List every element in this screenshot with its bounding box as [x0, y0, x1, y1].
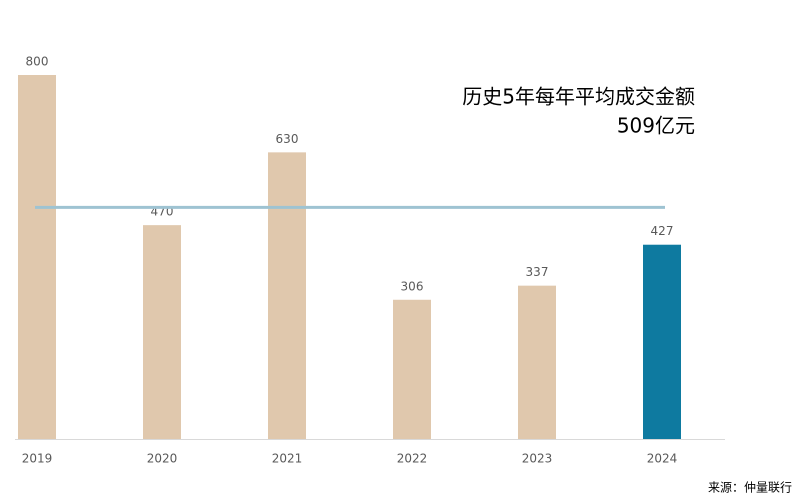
value-label: 630 — [276, 132, 299, 146]
x-tick-label: 2022 — [397, 452, 428, 466]
x-tick-label: 2019 — [22, 452, 53, 466]
annotation: 509亿元 — [617, 114, 695, 138]
x-tick-label: 2021 — [272, 452, 303, 466]
source: 来源：仲量联行 — [708, 481, 792, 495]
bar — [518, 285, 556, 439]
x-tick-label: 2020 — [147, 452, 178, 466]
x-tick-label: 2024 — [647, 452, 678, 466]
value-label: 427 — [651, 224, 674, 238]
value-label: 337 — [526, 265, 549, 279]
value-label: 306 — [401, 279, 424, 293]
x-tick-label: 2023 — [522, 452, 553, 466]
annotation: 历史5年每年平均成交金额 — [462, 85, 695, 109]
bar — [268, 152, 306, 439]
bar — [18, 75, 56, 439]
bar — [143, 225, 181, 439]
value-label: 800 — [26, 55, 49, 69]
bar — [643, 244, 681, 439]
bar — [393, 299, 431, 439]
